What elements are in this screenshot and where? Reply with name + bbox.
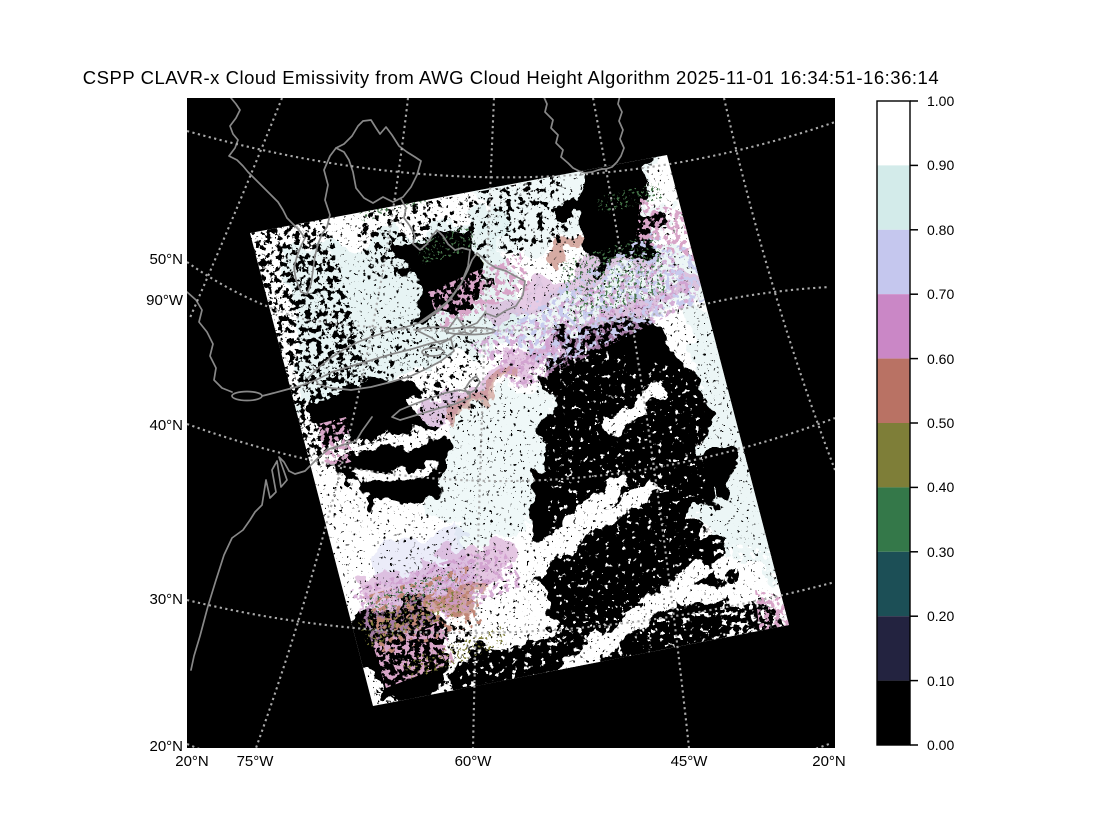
svg-text:20°N: 20°N bbox=[812, 753, 846, 770]
svg-text:0.10: 0.10 bbox=[927, 673, 954, 689]
svg-text:1.00: 1.00 bbox=[927, 93, 954, 109]
svg-text:0.80: 0.80 bbox=[927, 222, 954, 238]
svg-text:CSPP CLAVR-x Cloud Emissivity: CSPP CLAVR-x Cloud Emissivity from AWG C… bbox=[83, 67, 939, 88]
svg-text:0.90: 0.90 bbox=[927, 157, 954, 173]
svg-text:60°W: 60°W bbox=[455, 753, 493, 770]
svg-text:20°N: 20°N bbox=[149, 738, 183, 755]
svg-text:40°N: 40°N bbox=[149, 417, 183, 434]
svg-text:50°N: 50°N bbox=[149, 251, 183, 268]
svg-text:90°W: 90°W bbox=[146, 292, 184, 309]
svg-text:0.40: 0.40 bbox=[927, 479, 954, 495]
svg-text:0.20: 0.20 bbox=[927, 608, 954, 624]
svg-text:45°W: 45°W bbox=[671, 753, 709, 770]
svg-text:0.30: 0.30 bbox=[927, 544, 954, 560]
svg-text:20°N: 20°N bbox=[175, 753, 209, 770]
svg-text:0.60: 0.60 bbox=[927, 351, 954, 367]
svg-text:30°N: 30°N bbox=[149, 591, 183, 608]
svg-text:0.70: 0.70 bbox=[927, 286, 954, 302]
svg-text:0.00: 0.00 bbox=[927, 737, 954, 753]
svg-text:0.50: 0.50 bbox=[927, 415, 954, 431]
svg-text:75°W: 75°W bbox=[237, 753, 275, 770]
